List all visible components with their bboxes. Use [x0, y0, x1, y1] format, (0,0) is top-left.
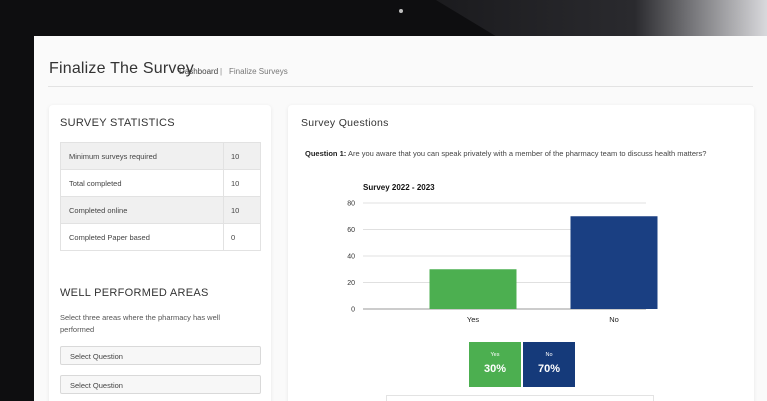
stat-value: 0	[223, 223, 261, 251]
y-tick-label: 0	[351, 307, 355, 314]
y-tick-label: 80	[347, 201, 355, 208]
stat-label: Minimum surveys required	[60, 142, 224, 170]
stat-label: Completed Paper based	[60, 223, 224, 251]
y-tick-label: 20	[347, 280, 355, 287]
survey-chart-svg: Survey 2022 - 2023 0 20 40 60 80 Yes No	[347, 183, 658, 324]
question-label: Question 1:	[305, 149, 347, 158]
survey-chart: Survey 2022 - 2023 0 20 40 60 80 Yes No	[328, 177, 658, 332]
question-select-2[interactable]: Select Question	[60, 375, 261, 394]
breadcrumb-current: Finalize Surveys	[229, 67, 288, 76]
questions-card: Survey Questions Question 1: Are you awa…	[288, 105, 754, 401]
result-tile-yes: Yes 30%	[469, 342, 521, 387]
table-row: Minimum surveys required 10	[60, 142, 261, 170]
answer-box[interactable]	[386, 395, 654, 401]
y-tick-label: 60	[347, 227, 355, 234]
stat-value: 10	[223, 169, 261, 197]
camera-icon	[399, 9, 403, 13]
stat-value: 10	[223, 142, 261, 170]
stat-label: Completed online	[60, 196, 224, 224]
page-title: Finalize The Survey	[49, 60, 194, 77]
bar-yes	[429, 269, 517, 309]
well-performed-heading: WELL PERFORMED AREAS	[60, 287, 209, 299]
app-screen: Finalize The Survey Dashboard | Finalize…	[34, 36, 767, 401]
well-performed-help: Select three areas where the pharmacy ha…	[60, 313, 221, 334]
statistics-card: SURVEY STATISTICS Minimum surveys requir…	[49, 105, 271, 401]
result-label: Yes	[490, 352, 500, 358]
chart-title: Survey 2022 - 2023	[363, 183, 435, 192]
questions-heading: Survey Questions	[301, 117, 389, 129]
stat-value: 10	[223, 196, 261, 224]
bar-no	[570, 216, 658, 309]
statistics-table: Minimum surveys required 10 Total comple…	[60, 142, 261, 251]
question-text: Are you aware that you can speak private…	[347, 149, 707, 158]
question-1: Question 1: Are you aware that you can s…	[305, 149, 706, 158]
table-row: Total completed 10	[60, 169, 261, 197]
breadcrumb-dashboard[interactable]: Dashboard	[179, 67, 219, 76]
device-bezel-left	[0, 0, 34, 401]
table-row: Completed online 10	[60, 196, 261, 224]
result-tile-no: No 70%	[523, 342, 575, 387]
result-value: 30%	[483, 363, 507, 375]
table-row: Completed Paper based 0	[60, 223, 261, 251]
question-select-1[interactable]: Select Question	[60, 346, 261, 365]
result-label: No	[545, 352, 553, 358]
breadcrumb-separator: |	[220, 67, 223, 76]
y-tick-label: 40	[347, 254, 355, 261]
header-divider	[48, 86, 753, 87]
statistics-heading: SURVEY STATISTICS	[60, 117, 175, 129]
result-value: 70%	[537, 363, 561, 375]
device-bezel-reflection	[436, 0, 767, 36]
stat-label: Total completed	[60, 169, 224, 197]
x-tick-label: Yes	[467, 315, 479, 324]
x-tick-label: No	[609, 315, 619, 324]
